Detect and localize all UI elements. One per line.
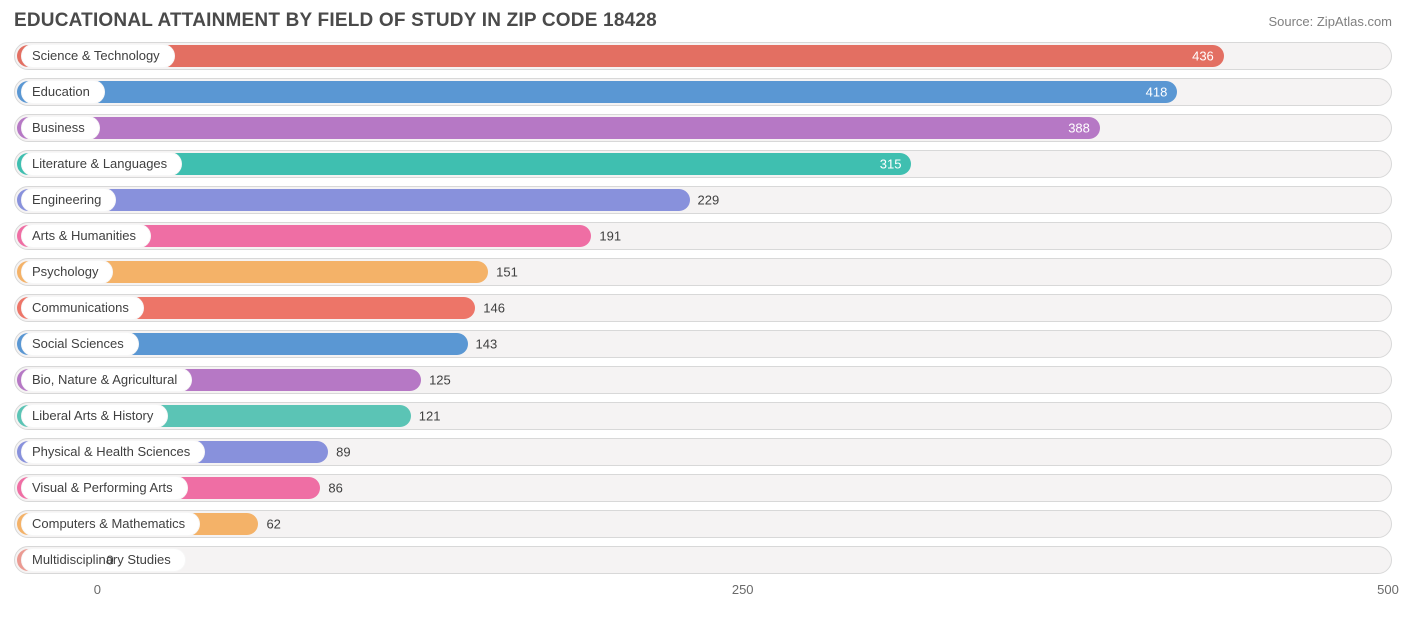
bar-value: 151 bbox=[496, 265, 518, 280]
axis-tick: 250 bbox=[732, 582, 754, 597]
bar-row: Visual & Performing Arts 86 bbox=[14, 474, 1392, 502]
bar-value: 418 bbox=[1146, 85, 1168, 100]
bar-value: 121 bbox=[419, 409, 441, 424]
bar-value: 62 bbox=[266, 517, 280, 532]
bar-value: 146 bbox=[483, 301, 505, 316]
bar-value: 229 bbox=[698, 193, 720, 208]
bar-label: Multidisciplinary Studies bbox=[21, 548, 186, 572]
bar-value: 191 bbox=[599, 229, 621, 244]
bar-value: 0 bbox=[106, 553, 113, 568]
axis-tick: 0 bbox=[94, 582, 101, 597]
chart-source: Source: ZipAtlas.com bbox=[1268, 14, 1392, 29]
bar-row: Communications 146 bbox=[14, 294, 1392, 322]
bar-row: Bio, Nature & Agricultural 125 bbox=[14, 366, 1392, 394]
chart-area: Science & Technology 436 Education 418 Busin… bbox=[14, 42, 1392, 604]
bar-row: Psychology 151 bbox=[14, 258, 1392, 286]
bar-label: Arts & Humanities bbox=[21, 224, 151, 248]
bar-label: Liberal Arts & History bbox=[21, 404, 168, 428]
bar-value: 388 bbox=[1068, 121, 1090, 136]
bar-value: 89 bbox=[336, 445, 350, 460]
bar-label: Computers & Mathematics bbox=[21, 512, 200, 536]
bar-label: Physical & Health Sciences bbox=[21, 440, 205, 464]
bar-fill bbox=[17, 45, 1224, 67]
bar-label: Visual & Performing Arts bbox=[21, 476, 188, 500]
x-axis: 0250500 bbox=[14, 582, 1392, 604]
bar-label: Science & Technology bbox=[21, 44, 175, 68]
bar-fill bbox=[17, 189, 690, 211]
bar-label: Communications bbox=[21, 296, 144, 320]
bar-row: Business 388 bbox=[14, 114, 1392, 142]
bar-value: 125 bbox=[429, 373, 451, 388]
bar-label: Social Sciences bbox=[21, 332, 139, 356]
bar-row: Engineering 229 bbox=[14, 186, 1392, 214]
bar-fill bbox=[17, 117, 1100, 139]
chart-header: EDUCATIONAL ATTAINMENT BY FIELD OF STUDY… bbox=[14, 10, 1392, 32]
bar-label: Literature & Languages bbox=[21, 152, 182, 176]
bar-row: Computers & Mathematics 62 bbox=[14, 510, 1392, 538]
bar-value: 436 bbox=[1192, 49, 1214, 64]
axis-tick: 500 bbox=[1377, 582, 1399, 597]
bar-value: 143 bbox=[476, 337, 498, 352]
chart-title: EDUCATIONAL ATTAINMENT BY FIELD OF STUDY… bbox=[14, 10, 657, 32]
bar-value: 315 bbox=[880, 157, 902, 172]
bar-container: Science & Technology 436 Education 418 Busin… bbox=[14, 42, 1392, 574]
bar-value: 86 bbox=[328, 481, 342, 496]
bar-row: Science & Technology 436 bbox=[14, 42, 1392, 70]
bar-row: Social Sciences 143 bbox=[14, 330, 1392, 358]
bar-label: Engineering bbox=[21, 188, 116, 212]
bar-row: Liberal Arts & History 121 bbox=[14, 402, 1392, 430]
bar-label: Business bbox=[21, 116, 100, 140]
bar-row: Physical & Health Sciences 89 bbox=[14, 438, 1392, 466]
bar-label: Psychology bbox=[21, 260, 113, 284]
bar-label: Bio, Nature & Agricultural bbox=[21, 368, 192, 392]
bar-row: Multidisciplinary Studies0 bbox=[14, 546, 1392, 574]
bar-label: Education bbox=[21, 80, 105, 104]
bar-fill bbox=[17, 81, 1177, 103]
bar-row: Education 418 bbox=[14, 78, 1392, 106]
bar-row: Literature & Languages 315 bbox=[14, 150, 1392, 178]
bar-row: Arts & Humanities 191 bbox=[14, 222, 1392, 250]
